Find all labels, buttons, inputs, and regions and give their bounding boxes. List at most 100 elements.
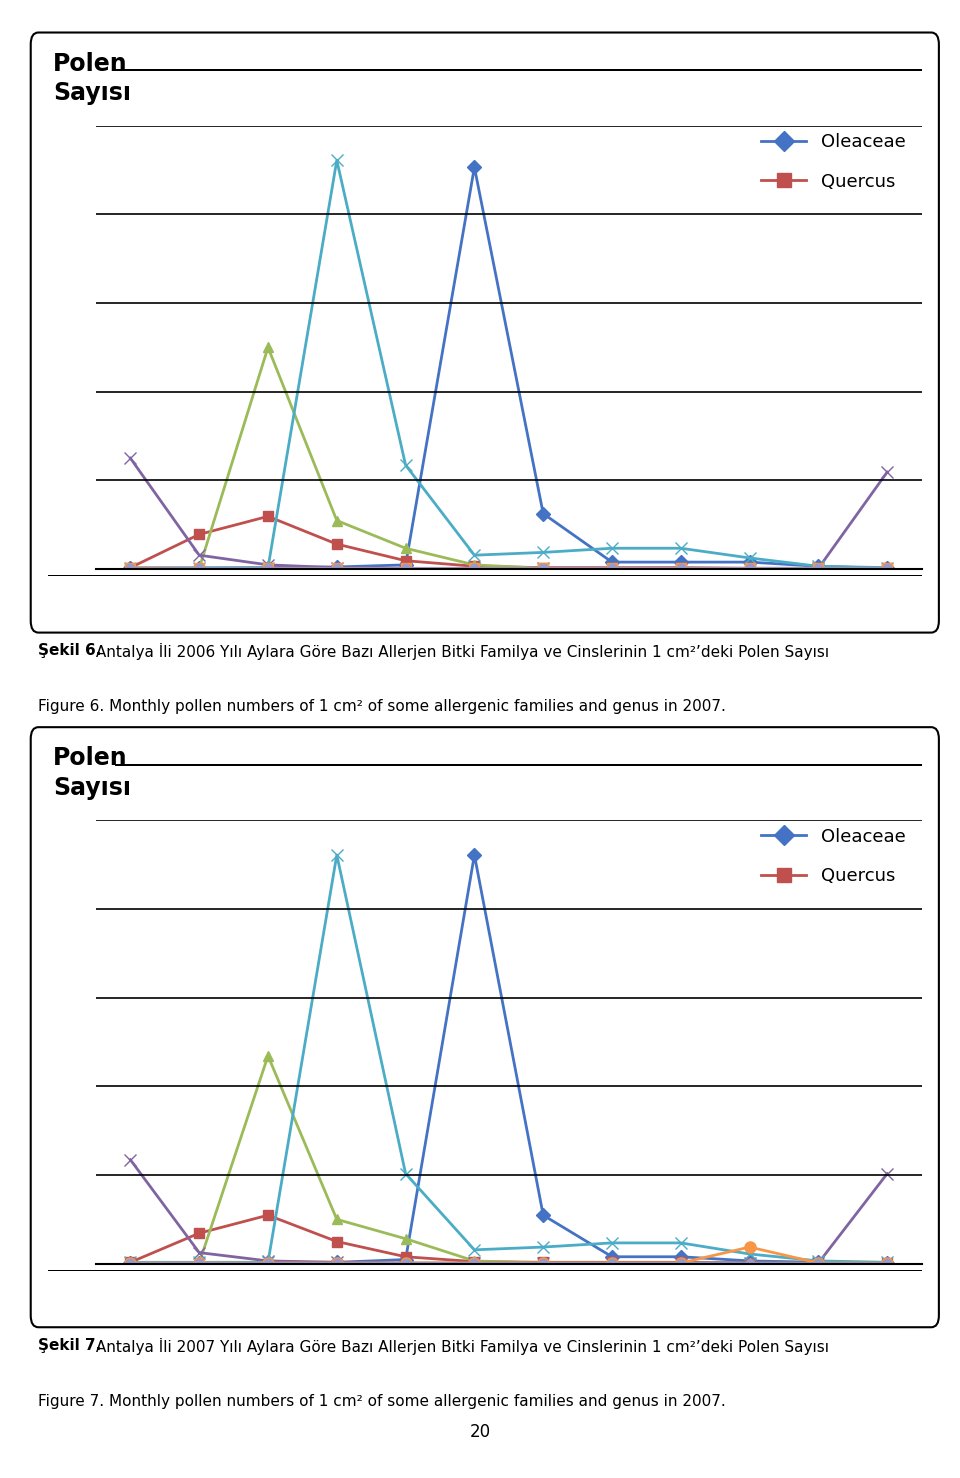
Quercus	[812, 1255, 824, 1273]
Chenopod	[468, 560, 480, 578]
Poaceae	[125, 1255, 136, 1273]
Chenopod	[538, 560, 549, 578]
Quercus	[125, 1253, 136, 1271]
Cupressaceae	[262, 1253, 274, 1271]
Oleaceae	[881, 1255, 893, 1273]
Poaceae	[468, 556, 480, 573]
Quercus	[606, 559, 617, 576]
Legend: Oleaceae, Quercus: Oleaceae, Quercus	[754, 820, 913, 893]
Cupressaceae	[125, 1253, 136, 1271]
Line: Quercus: Quercus	[126, 1210, 892, 1268]
Quercus	[675, 559, 686, 576]
Oleaceae	[744, 1252, 756, 1270]
Oleaceae	[331, 559, 343, 576]
Poaceae	[675, 560, 686, 578]
Cupressaceae	[675, 1234, 686, 1252]
Quercus	[538, 559, 549, 576]
Gramineae	[675, 560, 686, 578]
Oleaceae	[399, 1250, 411, 1268]
Platanus	[262, 556, 274, 573]
Poaceae	[606, 1255, 617, 1273]
Chenopod	[331, 560, 343, 578]
Quercus	[331, 1233, 343, 1250]
Cupressaceae	[881, 1253, 893, 1271]
Quercus	[881, 1255, 893, 1273]
Poaceae	[812, 1255, 824, 1273]
Text: Antalya İli 2006 Yılı Aylara Göre Bazı Allerjen Bitki Familya ve Cinslerinin 1 c: Antalya İli 2006 Yılı Aylara Göre Bazı A…	[91, 643, 829, 661]
Quercus	[262, 507, 274, 525]
Quercus	[468, 557, 480, 575]
Cupressaceae	[193, 1253, 205, 1271]
Poaceae	[744, 1255, 756, 1273]
Poaceae	[606, 560, 617, 578]
Line: Poaceae: Poaceae	[126, 1051, 892, 1268]
Oleaceae	[812, 1253, 824, 1271]
Chenopod	[675, 560, 686, 578]
Poaceae	[331, 511, 343, 529]
Line: Poaceae: Poaceae	[126, 343, 892, 573]
Platanus	[125, 1151, 136, 1169]
Gramineae	[468, 1255, 480, 1273]
Poaceae	[331, 1210, 343, 1228]
Chenopod	[881, 1255, 893, 1273]
Quercus	[744, 560, 756, 578]
Gramineae	[125, 1255, 136, 1273]
Chenopod	[125, 1255, 136, 1273]
Gramineae	[881, 1255, 893, 1273]
Oleaceae	[125, 1255, 136, 1273]
Cupressaceae	[881, 559, 893, 576]
Line: Chenopod: Chenopod	[126, 563, 892, 573]
Cupressaceae	[812, 1252, 824, 1270]
Chenopod	[262, 1255, 274, 1273]
Gramineae	[606, 560, 617, 578]
Chenopod	[399, 560, 411, 578]
Line: Chenopod: Chenopod	[125, 1242, 893, 1268]
Gramineae	[468, 560, 480, 578]
Quercus	[468, 1253, 480, 1271]
Gramineae	[399, 1255, 411, 1273]
Text: Figure 7. Monthly pollen numbers of 1 cm² of some allergenic families and genus : Figure 7. Monthly pollen numbers of 1 cm…	[38, 1394, 726, 1409]
Cupressaceae	[606, 1234, 617, 1252]
Quercus	[262, 1206, 274, 1224]
Chenopod	[125, 559, 136, 576]
Platanus	[675, 1255, 686, 1273]
Poaceae	[881, 1255, 893, 1273]
Chenopod	[744, 1239, 756, 1256]
Platanus	[468, 560, 480, 578]
Chenopod	[675, 1255, 686, 1273]
Quercus	[125, 559, 136, 576]
Cupressaceae	[538, 1239, 549, 1256]
Gramineae	[193, 1255, 205, 1273]
Chenopod	[399, 1255, 411, 1273]
Poaceae	[881, 560, 893, 578]
Chenopod	[262, 560, 274, 578]
Gramineae	[538, 560, 549, 578]
Poaceae	[193, 560, 205, 578]
Text: Polen: Polen	[53, 52, 128, 75]
Gramineae	[262, 1255, 274, 1273]
Gramineae	[812, 1255, 824, 1273]
Oleaceae	[744, 553, 756, 571]
Poaceae	[125, 560, 136, 578]
Chenopod	[881, 560, 893, 578]
Oleaceae	[675, 1247, 686, 1265]
Quercus	[812, 560, 824, 578]
Poaceae	[468, 1252, 480, 1270]
Platanus	[399, 560, 411, 578]
Oleaceae	[331, 1253, 343, 1271]
Cupressaceae	[399, 1165, 411, 1182]
Chenopod	[744, 560, 756, 578]
Cupressaceae	[331, 151, 343, 168]
Poaceae	[399, 539, 411, 557]
Gramineae	[675, 1255, 686, 1273]
Oleaceae	[881, 560, 893, 578]
Chenopod	[331, 1255, 343, 1273]
Oleaceae	[193, 1255, 205, 1273]
Text: Şekil 6.: Şekil 6.	[38, 643, 102, 658]
Cupressaceae	[744, 550, 756, 568]
Cupressaceae	[125, 559, 136, 576]
Platanus	[744, 1255, 756, 1273]
Chenopod	[193, 560, 205, 578]
Chenopod	[812, 1255, 824, 1273]
Cupressaceae	[468, 547, 480, 565]
